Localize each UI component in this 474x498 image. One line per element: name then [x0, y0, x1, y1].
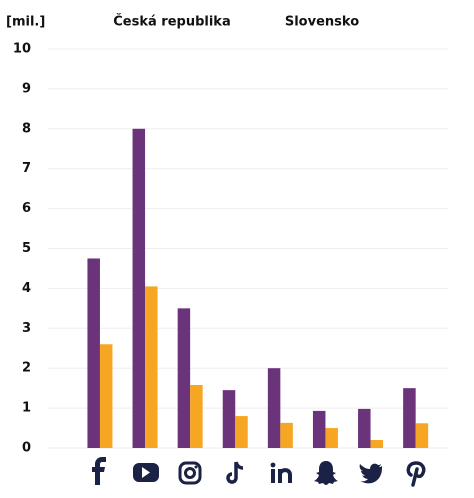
bar — [222, 390, 236, 448]
y-tick-label: 8 — [22, 121, 31, 136]
y-tick-label: 6 — [22, 201, 31, 216]
tiktok-icon — [226, 461, 244, 484]
bar — [312, 410, 326, 448]
icons — [92, 457, 426, 487]
y-tick-label: 4 — [22, 281, 31, 296]
bar — [235, 416, 248, 448]
bar — [267, 368, 281, 448]
y-tick-label: 0 — [22, 441, 31, 456]
y-tick-label: 3 — [22, 321, 31, 336]
bar — [145, 286, 158, 448]
bar — [177, 308, 191, 448]
y-tick-label: 10 — [13, 42, 31, 57]
bar — [87, 258, 100, 448]
y-tick-label: 9 — [22, 81, 31, 96]
instagram-icon — [178, 461, 202, 485]
facebook-icon — [92, 457, 106, 485]
bar — [190, 384, 203, 448]
bar — [370, 440, 384, 448]
twitter-icon — [359, 463, 382, 484]
y-tick-label: 2 — [22, 361, 31, 376]
bar — [132, 128, 146, 449]
bar — [325, 428, 338, 448]
pinterest-icon — [406, 461, 426, 487]
y-tick-label: 7 — [22, 161, 31, 176]
y-tick-label: 5 — [22, 241, 31, 256]
bar — [403, 388, 416, 448]
legend-entry: Česká republika — [113, 14, 230, 30]
youtube-icon — [133, 463, 159, 482]
snapchat-icon — [314, 461, 338, 485]
y-tick-label: 1 — [22, 401, 31, 416]
y-axis-label: [mil.] — [6, 15, 45, 30]
bar — [99, 344, 113, 448]
legend-entry: Slovensko — [285, 15, 359, 30]
bar — [280, 422, 293, 448]
bar — [415, 423, 429, 448]
linkedin-icon — [270, 462, 292, 483]
bar — [358, 408, 371, 448]
